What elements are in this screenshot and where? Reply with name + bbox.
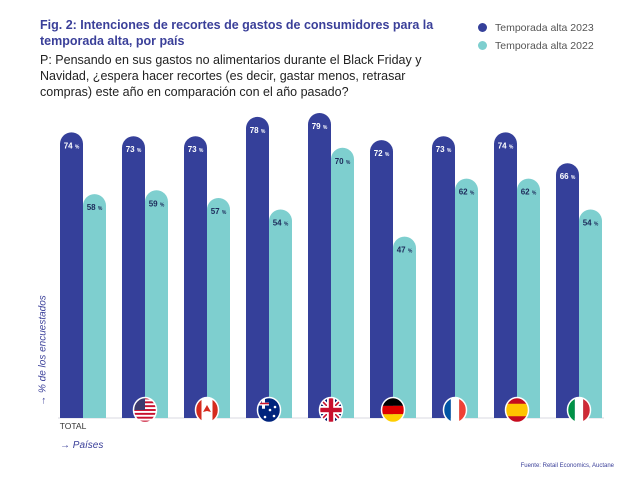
data-label: 73 % — [188, 145, 204, 154]
bar-2022-2 — [207, 197, 230, 418]
bar-2023-7 — [494, 132, 517, 419]
bar-2022-0 — [83, 194, 106, 418]
legend: Temporada alta 2023 Temporada alta 2022 — [478, 19, 594, 55]
flag-border — [256, 396, 282, 424]
flag-border — [318, 396, 344, 424]
flag-border — [132, 396, 158, 424]
x-axis-label: → Países — [60, 440, 104, 451]
data-label: 79 % — [312, 122, 328, 131]
data-label: 57 % — [211, 207, 227, 216]
bar-2023-1 — [122, 136, 145, 418]
bar-2023-4 — [308, 113, 331, 419]
flag-border — [194, 396, 220, 424]
data-label: 78 % — [250, 126, 266, 135]
bar-2022-1 — [145, 190, 168, 418]
bar-2022-4 — [331, 147, 354, 419]
data-label: 72 % — [374, 149, 390, 158]
bar-2023-5 — [370, 140, 393, 418]
source-note: Fuente: Retail Economics, Auctane — [520, 463, 614, 469]
bar-2023-6 — [432, 136, 455, 418]
x-tick-label: TOTAL — [60, 421, 87, 431]
data-label: 59 % — [149, 199, 165, 208]
legend-item-2023: Temporada alta 2023 — [478, 19, 594, 36]
data-label: 58 % — [87, 203, 103, 212]
bar-2023-3 — [246, 116, 269, 418]
bar-2022-7 — [517, 178, 540, 418]
bar-2022-3 — [269, 209, 292, 418]
flag-border — [504, 396, 530, 424]
flag-border — [566, 396, 592, 424]
bar-2023-0 — [60, 132, 83, 419]
bar-2022-8 — [579, 209, 602, 418]
data-label: 70 % — [335, 157, 351, 166]
data-label: 54 % — [273, 219, 289, 228]
data-label: 54 % — [583, 219, 599, 228]
chart-title: Fig. 2: Intenciones de recortes de gasto… — [40, 18, 434, 48]
legend-swatch-2022 — [478, 41, 487, 50]
chart-subtitle: P: Pensando en sus gastos no alimentario… — [40, 53, 422, 99]
bar-2023-8 — [556, 163, 579, 418]
flag-us-icon — [133, 397, 157, 423]
legend-label-2023: Temporada alta 2023 — [495, 21, 594, 34]
flag-border — [442, 396, 468, 424]
flag-border — [380, 396, 406, 424]
data-label: 74 % — [64, 141, 80, 150]
legend-label-2022: Temporada alta 2022 — [495, 39, 594, 52]
data-label: 62 % — [521, 188, 537, 197]
data-label: 62 % — [459, 188, 475, 197]
flag-it-icon — [567, 397, 591, 423]
data-label: 73 % — [126, 145, 142, 154]
data-label: 74 % — [498, 141, 514, 150]
y-axis-label: → % de los encuestados — [37, 295, 49, 406]
bar-2023-2 — [184, 136, 207, 418]
legend-swatch-2023 — [478, 23, 487, 32]
data-label: 73 % — [436, 145, 452, 154]
flag-ca-icon — [195, 397, 219, 423]
flag-fr-icon — [443, 397, 467, 423]
legend-item-2022: Temporada alta 2022 — [478, 37, 594, 54]
flag-es-icon — [505, 397, 529, 423]
flag-de-icon — [381, 397, 405, 423]
flag-au-icon — [257, 397, 281, 423]
bar-2022-5 — [393, 236, 416, 418]
data-label: 47 % — [397, 246, 413, 255]
bar-2022-6 — [455, 178, 478, 418]
data-label: 66 % — [560, 172, 576, 181]
